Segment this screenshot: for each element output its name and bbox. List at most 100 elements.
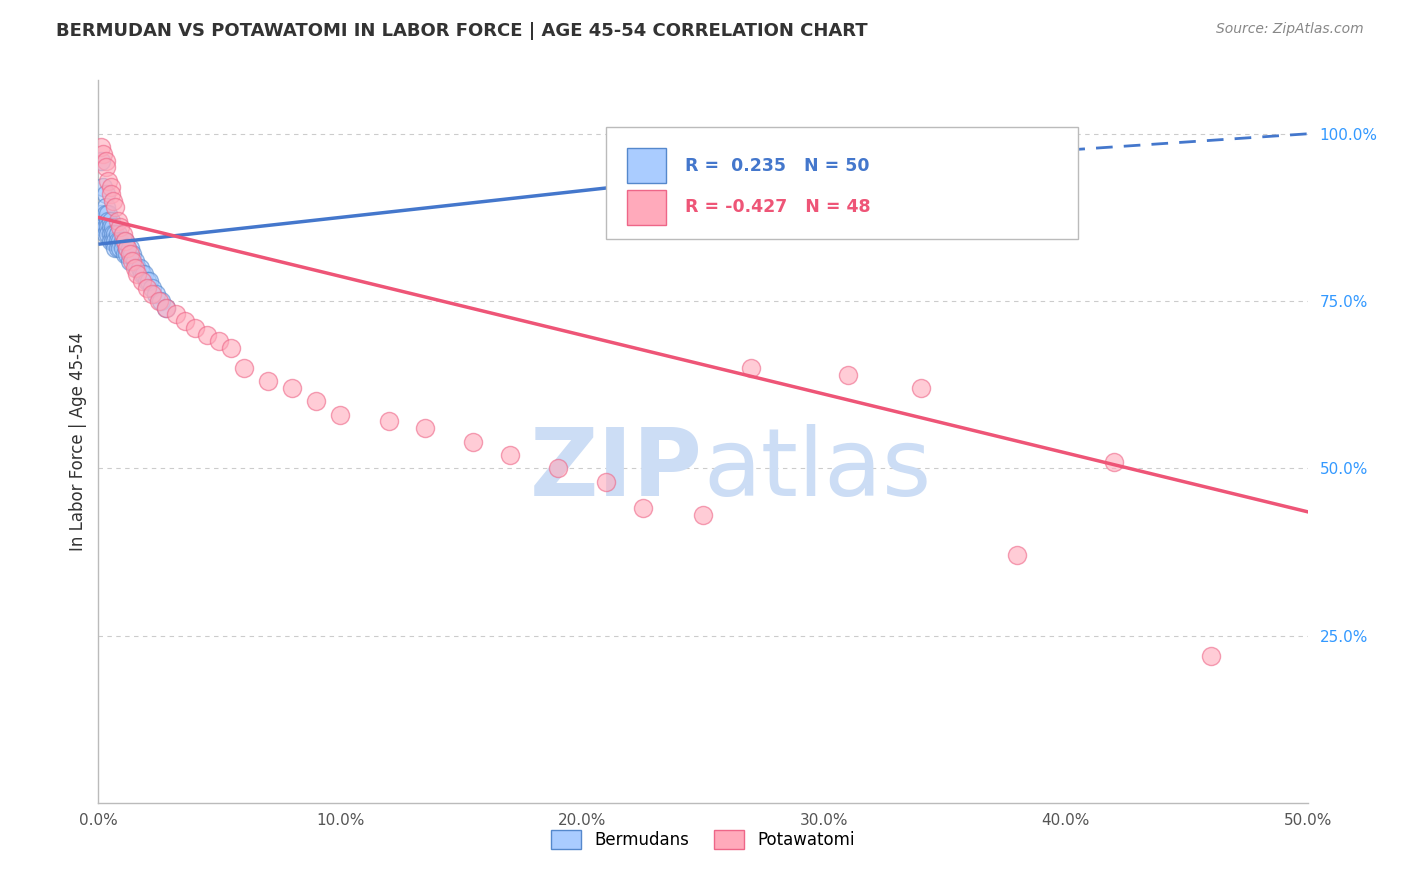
Point xyxy=(100,220,122,235)
Point xyxy=(90,207,112,221)
Point xyxy=(94,187,117,202)
FancyBboxPatch shape xyxy=(606,128,1078,239)
Point xyxy=(107,214,129,228)
Point xyxy=(114,234,136,248)
Point xyxy=(94,201,117,215)
Point xyxy=(124,260,146,275)
Point xyxy=(595,475,617,489)
Point xyxy=(108,220,131,235)
Point xyxy=(104,201,127,215)
Text: Source: ZipAtlas.com: Source: ZipAtlas.com xyxy=(1216,22,1364,37)
Point xyxy=(100,180,122,194)
Point xyxy=(148,294,170,309)
Point xyxy=(256,375,278,389)
Point xyxy=(104,227,127,242)
Point xyxy=(107,227,129,242)
Point xyxy=(104,241,127,255)
Point xyxy=(692,508,714,523)
Point xyxy=(101,227,124,242)
Point xyxy=(150,294,173,309)
Point xyxy=(138,274,160,288)
Point xyxy=(118,241,141,255)
Point xyxy=(91,214,114,228)
Point xyxy=(100,187,122,202)
Point xyxy=(97,214,120,228)
Point xyxy=(329,408,352,422)
Point xyxy=(463,434,485,449)
Point xyxy=(118,254,141,268)
Point xyxy=(135,274,157,288)
Point xyxy=(97,220,120,235)
Point xyxy=(413,421,436,435)
Point xyxy=(910,381,932,395)
Point xyxy=(131,274,153,288)
Point xyxy=(94,153,117,168)
Text: R = -0.427   N = 48: R = -0.427 N = 48 xyxy=(685,198,870,217)
Point xyxy=(108,241,131,255)
Point xyxy=(90,153,112,168)
Point xyxy=(94,207,117,221)
Text: ZIP: ZIP xyxy=(530,425,703,516)
Point xyxy=(547,461,569,475)
FancyBboxPatch shape xyxy=(627,148,665,183)
Point xyxy=(104,234,127,248)
Point xyxy=(118,247,141,261)
Point xyxy=(127,268,149,282)
Point xyxy=(107,234,129,248)
Point xyxy=(101,194,124,208)
Point xyxy=(114,247,136,261)
Point xyxy=(765,161,787,175)
Point xyxy=(837,368,859,382)
Point xyxy=(94,161,117,175)
Point xyxy=(135,281,157,295)
Point xyxy=(97,207,120,221)
Point xyxy=(101,234,124,248)
Point xyxy=(94,227,117,242)
Point xyxy=(1007,548,1029,563)
Point xyxy=(117,241,139,255)
Point xyxy=(141,281,163,295)
Y-axis label: In Labor Force | Age 45-54: In Labor Force | Age 45-54 xyxy=(69,332,87,551)
Point xyxy=(117,247,139,261)
Point xyxy=(1102,455,1125,469)
Point xyxy=(208,334,231,349)
Point xyxy=(195,327,218,342)
Point xyxy=(377,414,399,429)
Point xyxy=(127,260,149,275)
Point xyxy=(107,241,129,255)
Text: atlas: atlas xyxy=(703,425,931,516)
Point xyxy=(100,227,122,242)
Legend: Bermudans, Potawatomi: Bermudans, Potawatomi xyxy=(544,823,862,856)
Point xyxy=(111,241,134,255)
Point xyxy=(128,260,150,275)
Point xyxy=(90,140,112,154)
Point xyxy=(134,268,156,282)
Point xyxy=(155,301,177,315)
Point xyxy=(498,448,520,462)
Point xyxy=(97,173,120,188)
Point xyxy=(165,307,187,322)
Point xyxy=(740,361,762,376)
Point xyxy=(221,341,243,355)
Point xyxy=(94,220,117,235)
Point xyxy=(124,254,146,268)
Point xyxy=(91,180,114,194)
Point xyxy=(111,234,134,248)
Point xyxy=(108,234,131,248)
Point xyxy=(184,321,207,335)
Point xyxy=(305,394,328,409)
Point xyxy=(1199,648,1222,663)
FancyBboxPatch shape xyxy=(627,190,665,225)
Point xyxy=(155,301,177,315)
Point xyxy=(114,234,136,248)
Point xyxy=(100,234,122,248)
Point xyxy=(91,147,114,161)
Point xyxy=(174,314,197,328)
Point xyxy=(281,381,304,395)
Point xyxy=(111,227,134,242)
Point xyxy=(100,214,122,228)
Point xyxy=(141,287,163,301)
Point xyxy=(97,227,120,242)
Text: BERMUDAN VS POTAWATOMI IN LABOR FORCE | AGE 45-54 CORRELATION CHART: BERMUDAN VS POTAWATOMI IN LABOR FORCE | … xyxy=(56,22,868,40)
Point xyxy=(232,361,254,376)
